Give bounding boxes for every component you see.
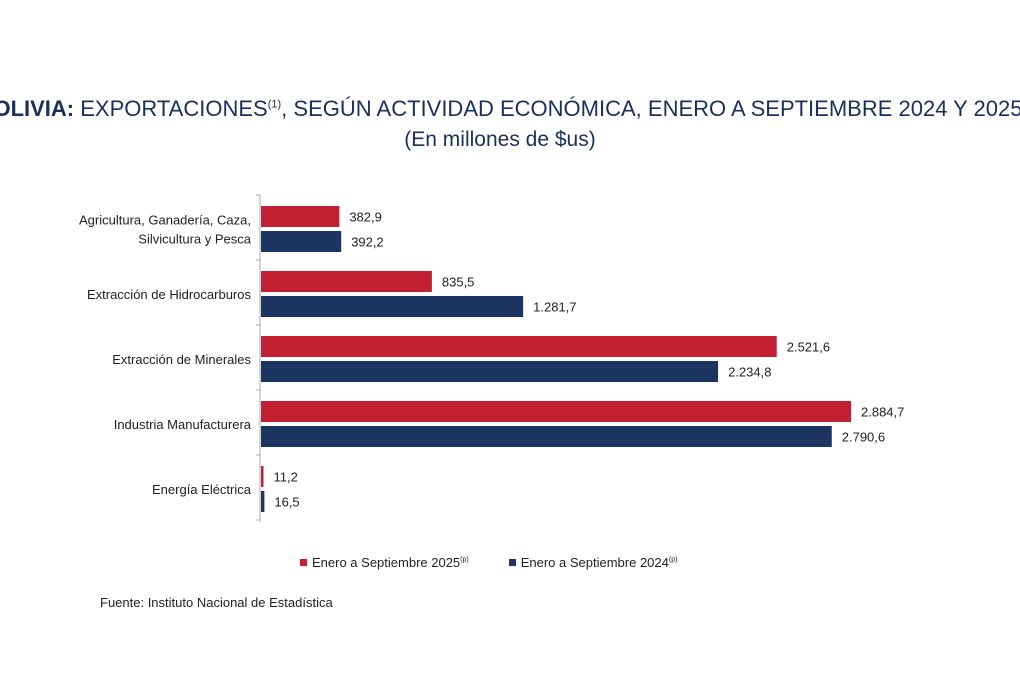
- category-label: Agricultura, Ganadería, Caza, Silvicultur…: [79, 213, 252, 247]
- data-label-2024: 2.234,8: [728, 365, 771, 380]
- chart-subtitle: (En millones de $us): [404, 128, 596, 151]
- category-label: Energía Eléctrica: [152, 482, 252, 497]
- data-label-2024: 392,2: [351, 235, 384, 250]
- data-label-2025: 2.521,6: [787, 340, 830, 355]
- bar-2025: [261, 336, 777, 357]
- bar-2025: [261, 466, 264, 487]
- data-label-2025: 11,2: [274, 470, 298, 485]
- data-label-2025: 2.884,7: [861, 405, 904, 420]
- legend-item-2024: Enero a Septiembre 2024(p): [508, 555, 678, 570]
- bar-2025: [261, 401, 851, 422]
- bar-2025: [261, 206, 340, 227]
- bar-2024: [261, 296, 524, 317]
- legend-item-2025: Enero a Septiembre 2025(p): [300, 555, 469, 570]
- legend-swatch-2025: [300, 559, 307, 566]
- chart-legend: Enero a Septiembre 2025(p) Enero a Septi…: [300, 555, 677, 570]
- source-note: Fuente: Instituto Nacional de Estadístic…: [100, 595, 333, 610]
- bar-2024: [261, 426, 832, 447]
- data-label-2025: 835,5: [442, 275, 475, 290]
- legend-swatch-2024: [508, 559, 516, 566]
- bar-2024: [261, 361, 719, 382]
- bar-2025: [261, 271, 432, 292]
- data-label-2024: 1.281,7: [533, 300, 576, 315]
- data-label-2024: 2.790,6: [842, 430, 885, 445]
- data-label-2024: 16,5: [274, 495, 299, 510]
- legend-label-2025: Enero a Septiembre 2025(p): [312, 555, 469, 570]
- category-label: Extracción de Hidrocarburos: [87, 287, 252, 302]
- category-label: Industria Manufacturera: [114, 417, 252, 432]
- data-label-2025: 382,9: [349, 210, 382, 225]
- category-label: Extracción de Minerales: [112, 352, 251, 367]
- bar-2024: [261, 491, 265, 512]
- legend-label-2024: Enero a Septiembre 2024(p): [520, 555, 678, 570]
- bar-2024: [261, 231, 342, 252]
- chart-title: OLIVIA: EXPORTACIONES(1), SEGÚN ACTIVIDA…: [0, 96, 1020, 121]
